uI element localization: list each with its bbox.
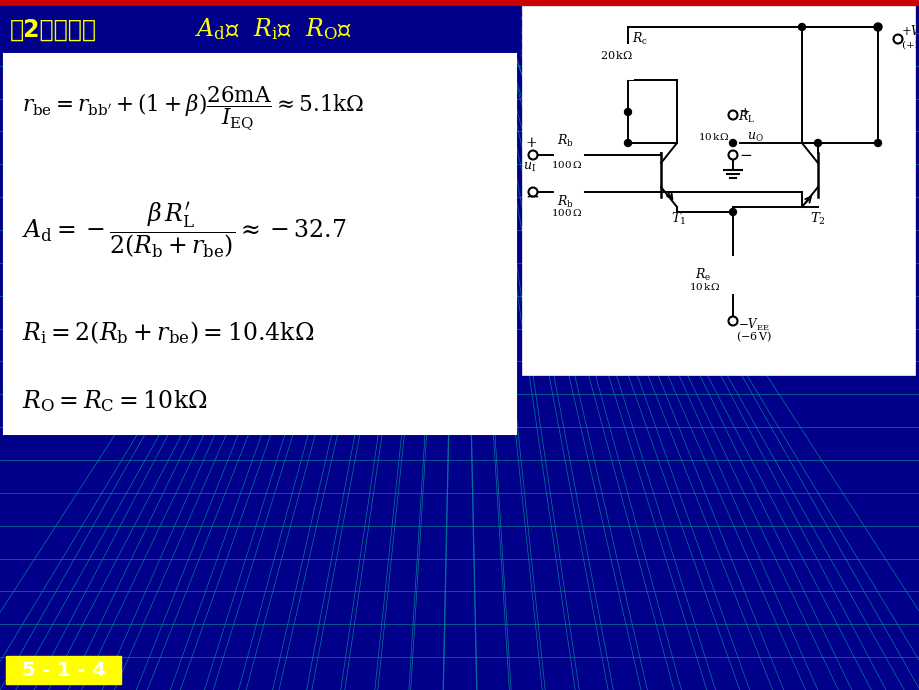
Bar <box>622 45 633 79</box>
Circle shape <box>729 139 736 146</box>
Circle shape <box>892 34 902 43</box>
Circle shape <box>728 110 737 119</box>
Bar <box>0 6 519 53</box>
Circle shape <box>813 139 821 146</box>
Circle shape <box>798 23 805 30</box>
Text: $(-6\,\mathrm{V})$: $(-6\,\mathrm{V})$ <box>735 330 771 344</box>
Text: $-$: $-$ <box>738 146 752 161</box>
Text: $A_{\mathrm{d}} = -\dfrac{\beta\, R_{\mathrm{L}}^{\prime}}{2(R_{\mathrm{b}} + r_: $A_{\mathrm{d}} = -\dfrac{\beta\, R_{\ma… <box>22 201 346 260</box>
Text: $R_{\mathrm{i}} = 2(R_{\mathrm{b}} + r_{\mathrm{be}}) = 10.4\mathrm{k}\Omega$: $R_{\mathrm{i}} = 2(R_{\mathrm{b}} + r_{… <box>22 319 314 346</box>
Bar <box>556 187 583 197</box>
Bar <box>4 54 516 162</box>
Text: $+$: $+$ <box>738 106 749 119</box>
Bar <box>727 119 738 151</box>
Circle shape <box>874 139 880 146</box>
Bar <box>0 0 919 5</box>
Text: $(+15\,\mathrm{V})$: $(+15\,\mathrm{V})$ <box>900 39 919 52</box>
Text: $r_{\mathrm{be}} = r_{\mathrm{bb'}} + (1+\beta)\dfrac{26\mathrm{mA}}{I_{\mathrm{: $r_{\mathrm{be}} = r_{\mathrm{bb'}} + (1… <box>22 84 364 132</box>
Bar <box>727 259 738 291</box>
Bar <box>6 656 121 684</box>
Bar <box>4 299 516 367</box>
Circle shape <box>624 139 630 146</box>
Text: $R_\mathrm{c}$: $R_\mathrm{c}$ <box>631 31 647 47</box>
Text: $10\,\mathrm{k}\Omega$: $10\,\mathrm{k}\Omega$ <box>698 132 729 143</box>
Text: 5 - 1 - 4: 5 - 1 - 4 <box>22 660 106 680</box>
Text: $+$: $+$ <box>525 136 537 150</box>
Circle shape <box>528 150 537 159</box>
Bar <box>4 369 516 434</box>
Circle shape <box>728 150 737 159</box>
Text: $-V_{\mathrm{EE}}$: $-V_{\mathrm{EE}}$ <box>737 317 769 333</box>
Text: $R_\mathrm{e}$: $R_\mathrm{e}$ <box>694 267 710 283</box>
Circle shape <box>728 317 737 326</box>
Text: $100\,\Omega$: $100\,\Omega$ <box>550 208 582 219</box>
Text: $T_1$: $T_1$ <box>670 211 686 227</box>
Text: $A_\mathrm{d}$、  $R_\mathrm{i}$、  $R_\mathrm{O}$。: $A_\mathrm{d}$、 $R_\mathrm{i}$、 $R_\math… <box>195 17 351 43</box>
Text: $R_\mathrm{b}$: $R_\mathrm{b}$ <box>556 133 573 149</box>
Circle shape <box>873 23 881 31</box>
Text: $R_{\mathrm{O}} = R_{\mathrm{C}} = 10\mathrm{k}\Omega$: $R_{\mathrm{O}} = R_{\mathrm{C}} = 10\ma… <box>22 388 208 415</box>
Text: $-$: $-$ <box>525 187 539 205</box>
Circle shape <box>729 208 736 215</box>
Text: $R_\mathrm{b}$: $R_\mathrm{b}$ <box>556 194 573 210</box>
Text: $T_2$: $T_2$ <box>809 211 825 227</box>
Text: （2）电路的: （2）电路的 <box>10 17 96 41</box>
Text: $20\,\mathrm{k}\Omega$: $20\,\mathrm{k}\Omega$ <box>599 49 632 61</box>
Text: $10\,\mathrm{k}\Omega$: $10\,\mathrm{k}\Omega$ <box>688 282 720 293</box>
Bar <box>556 150 583 160</box>
Text: $100\,\Omega$: $100\,\Omega$ <box>550 159 582 170</box>
Text: $u_\mathrm{I}$: $u_\mathrm{I}$ <box>522 161 536 174</box>
Text: $u_\mathrm{O}$: $u_\mathrm{O}$ <box>746 130 763 144</box>
Text: $+V_{\mathrm{CC}}$: $+V_{\mathrm{CC}}$ <box>900 24 919 40</box>
Bar <box>4 164 516 297</box>
Circle shape <box>624 108 630 115</box>
Circle shape <box>528 188 537 197</box>
Bar <box>522 7 914 375</box>
Text: $R_\mathrm{L}$: $R_\mathrm{L}$ <box>737 109 754 125</box>
